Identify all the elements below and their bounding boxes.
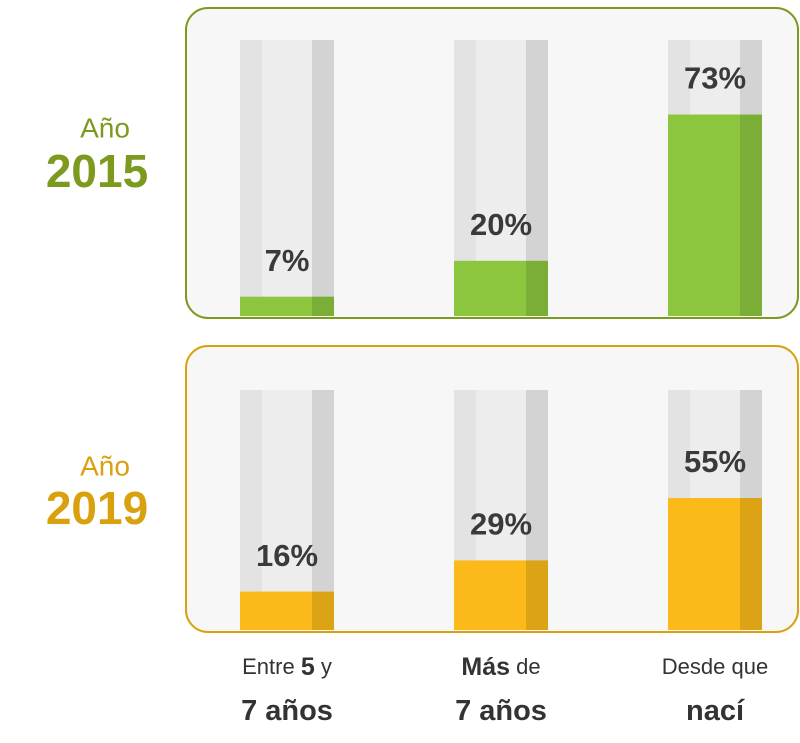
- track-stripe: [526, 40, 548, 316]
- bar-shade: [526, 260, 548, 316]
- panel-year: 2019: [46, 482, 148, 534]
- value-label: 16%: [256, 538, 318, 573]
- category-run: 5: [301, 653, 315, 681]
- bar-shade: [740, 114, 762, 317]
- category-run: Entre: [242, 654, 301, 679]
- value-label: 73%: [684, 61, 746, 96]
- bar: [454, 560, 548, 630]
- category-label: nací: [686, 695, 745, 727]
- value-label: 55%: [684, 444, 746, 479]
- track-stripe: [312, 390, 334, 630]
- value-label: 20%: [470, 207, 532, 242]
- bar-shade: [312, 296, 334, 316]
- category-label: 7 años: [455, 695, 547, 727]
- bar: [668, 498, 762, 630]
- category-run: Desde que: [662, 654, 768, 679]
- bar-shade: [740, 498, 762, 630]
- category-run: de: [510, 654, 541, 679]
- category-run: y: [315, 654, 332, 679]
- track-stripe: [240, 390, 262, 630]
- category-label: 7 años: [241, 695, 333, 727]
- category-run: 7 años: [455, 695, 547, 727]
- bar-shade: [312, 591, 334, 630]
- category-run: Más: [461, 653, 510, 681]
- category-run: 7 años: [241, 695, 333, 727]
- panel-label: Año: [80, 112, 130, 143]
- track-stripe: [454, 40, 476, 316]
- panel-year: 2015: [46, 145, 148, 197]
- value-label: 7%: [265, 243, 310, 278]
- category-run: nací: [686, 695, 745, 727]
- bar: [240, 296, 334, 316]
- category-label: Entre 5 y: [242, 653, 332, 681]
- bar: [240, 591, 334, 630]
- bar-shade: [526, 560, 548, 630]
- track-stripe: [240, 40, 262, 316]
- bar: [454, 260, 548, 316]
- category-label: Desde que: [662, 654, 768, 679]
- category-label: Más de: [461, 653, 540, 681]
- value-label: 29%: [470, 507, 532, 542]
- track-stripe: [312, 40, 334, 316]
- panel-label: Año: [80, 450, 130, 481]
- bar: [668, 114, 762, 317]
